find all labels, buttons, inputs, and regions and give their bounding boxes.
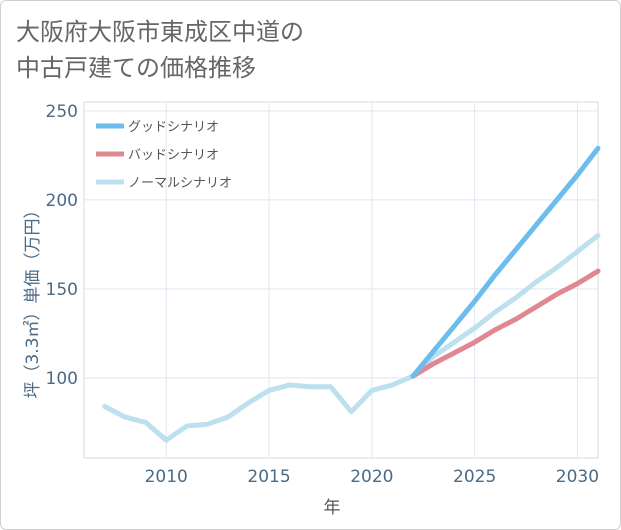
x-tick-label: 2020: [350, 467, 393, 487]
x-axis-label: 年: [324, 498, 341, 518]
series-line-2: [102, 233, 601, 443]
x-tick-label: 2015: [247, 467, 290, 487]
legend-label: バッドシナリオ: [128, 148, 219, 163]
y-tick-label: 200: [46, 191, 78, 211]
series-line-1: [410, 268, 601, 379]
series-layer: [102, 145, 601, 443]
y-tick-label: 100: [46, 369, 78, 389]
chart-title-line-1: 大阪府大阪市東成区中道の: [16, 18, 304, 46]
x-tick-label: 2030: [556, 467, 599, 487]
series-line-0: [410, 145, 601, 379]
chart-title-line-2: 中古戸建ての価格推移: [16, 54, 256, 82]
y-axis-label: 坪（3.3㎡）単価（万円）: [23, 201, 43, 398]
legend-label: ノーマルシナリオ: [128, 176, 232, 191]
x-tick-label: 2025: [453, 467, 496, 487]
y-tick-label: 150: [46, 280, 78, 300]
legend-label: グッドシナリオ: [128, 120, 219, 135]
tick-labels: 2010 2015 2020 2025 2030 100 150 200 250: [46, 102, 600, 487]
x-tick-label: 2010: [145, 467, 188, 487]
grid-lines: [84, 102, 598, 458]
y-tick-label: 250: [46, 102, 78, 122]
chart-title: 大阪府大阪市東成区中道の 中古戸建ての価格推移: [16, 14, 304, 86]
